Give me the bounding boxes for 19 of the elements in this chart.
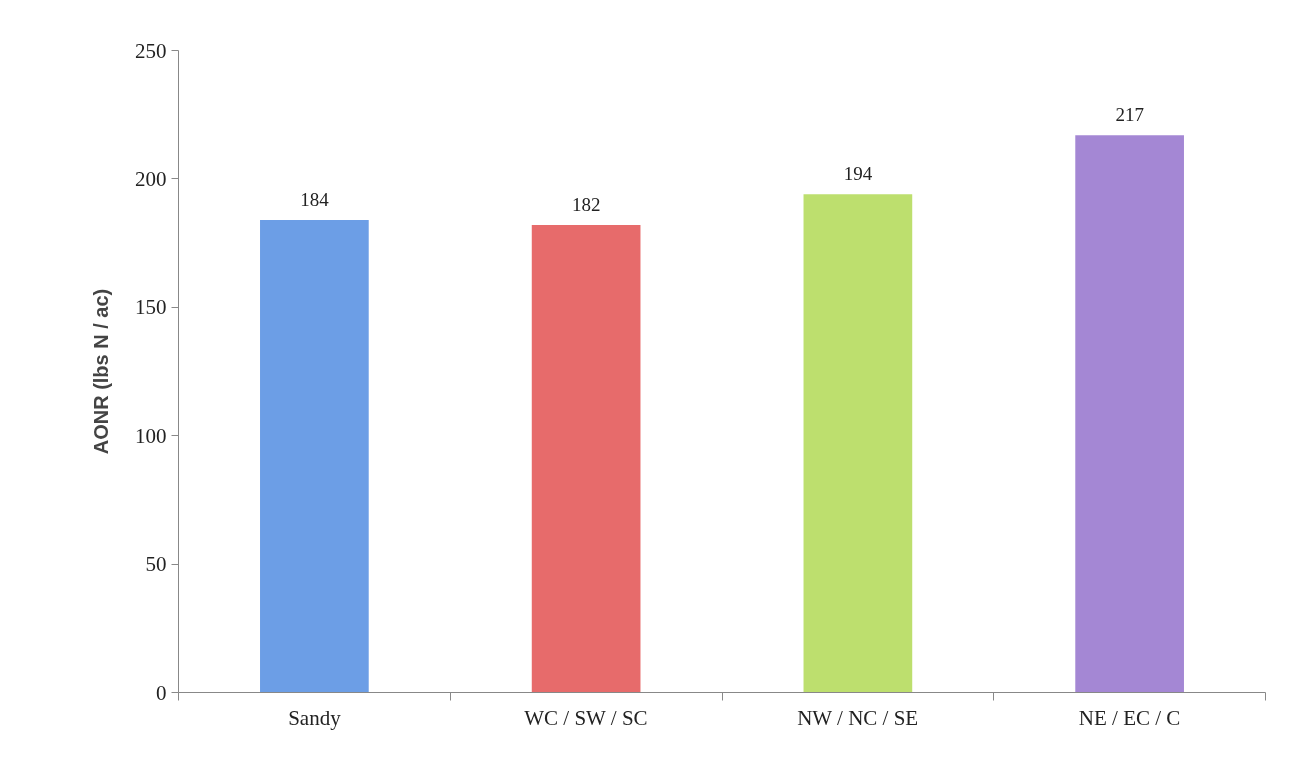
- y-axis-title: AONR (lbs N / ac): [90, 288, 112, 455]
- bar: [1075, 135, 1184, 693]
- data-label: 184: [300, 188, 330, 210]
- data-label: 182: [571, 194, 601, 216]
- bar: [803, 194, 913, 693]
- x-tick-label: NE / EC / C: [1078, 705, 1181, 730]
- bar: [260, 219, 369, 693]
- y-tick-label: 100: [135, 423, 167, 448]
- data-label: 194: [843, 163, 873, 185]
- y-tick-label: 150: [135, 295, 167, 320]
- bar: [531, 225, 641, 693]
- y-tick-label: 50: [145, 552, 167, 577]
- y-tick-label: 250: [135, 38, 167, 63]
- y-tick-label: 200: [135, 166, 167, 191]
- x-tick-label: Sandy: [288, 705, 342, 730]
- x-tick-label: WC / SW / SC: [524, 705, 648, 730]
- data-label: 217: [1115, 104, 1144, 126]
- y-tick-label: 0: [156, 680, 167, 705]
- x-tick-label: NW / NC / SE: [797, 705, 919, 730]
